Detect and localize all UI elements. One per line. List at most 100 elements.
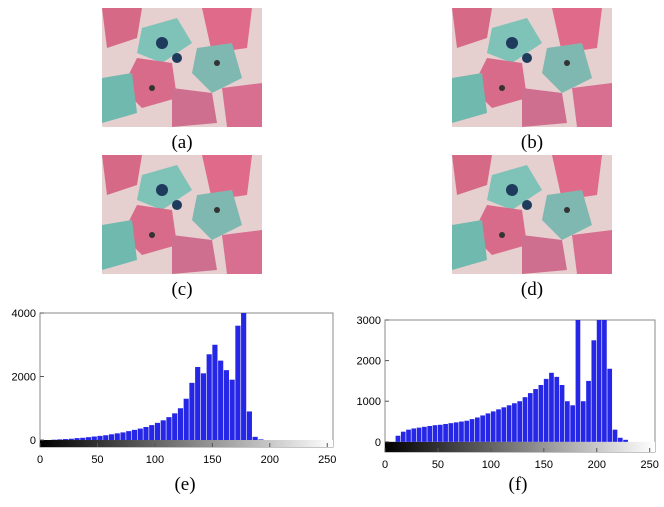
image	[452, 8, 612, 127]
x-tick-label: 0	[382, 459, 388, 471]
colorbar	[385, 441, 655, 452]
x-tick-label: 200	[261, 454, 279, 466]
x-tick-label: 200	[588, 459, 606, 471]
bar	[57, 439, 63, 441]
bar	[212, 344, 218, 441]
bar	[607, 368, 613, 442]
caption: (c)	[171, 279, 192, 300]
bar	[549, 372, 554, 442]
bar	[154, 422, 161, 441]
bar	[166, 417, 172, 441]
bar	[506, 405, 512, 442]
bar	[62, 439, 69, 441]
bar	[85, 437, 92, 441]
bar	[623, 439, 628, 442]
bar	[395, 435, 401, 442]
bar	[617, 437, 623, 442]
bar	[580, 401, 586, 442]
bar	[246, 411, 252, 441]
x-tick-label: 100	[482, 459, 500, 471]
bar	[469, 419, 475, 442]
bar	[538, 384, 544, 442]
bar	[229, 379, 235, 441]
bar	[258, 439, 264, 441]
bar	[559, 384, 565, 442]
bar	[575, 320, 581, 442]
bar	[200, 373, 207, 441]
bar	[195, 366, 201, 441]
bar	[400, 431, 406, 442]
bar	[443, 423, 448, 442]
bar	[586, 380, 591, 442]
bar	[223, 370, 229, 441]
bar	[406, 429, 411, 442]
caption: (a)	[171, 132, 192, 153]
bar	[512, 403, 517, 442]
bar	[464, 420, 470, 442]
y-tick-label: 0	[375, 437, 381, 449]
bar	[91, 436, 97, 441]
bar	[554, 376, 560, 442]
bar	[501, 407, 507, 442]
colorbar	[40, 440, 333, 447]
x-tick-label: 150	[203, 454, 221, 466]
bar	[411, 428, 417, 442]
bar	[252, 436, 258, 441]
bar	[490, 411, 496, 442]
x-tick-label: 150	[535, 459, 553, 471]
bar	[97, 435, 103, 441]
bar	[453, 422, 459, 442]
caption: (b)	[521, 132, 543, 153]
x-tick-label: 250	[318, 454, 336, 466]
bar	[68, 438, 74, 441]
bar	[120, 432, 126, 441]
bar	[591, 340, 597, 442]
image	[102, 8, 262, 127]
y-tick-label: 4000	[12, 308, 36, 320]
y-tick-label: 3000	[357, 315, 381, 327]
bar	[437, 424, 443, 442]
bar	[612, 429, 618, 442]
bar	[475, 417, 480, 442]
bar	[543, 378, 549, 442]
x-tick-label: 50	[432, 459, 444, 471]
bar	[160, 420, 166, 441]
bar	[496, 409, 501, 442]
bar	[114, 433, 120, 441]
bar	[427, 426, 433, 442]
bar	[126, 431, 132, 441]
caption: (e)	[174, 474, 195, 495]
x-tick-label: 100	[146, 454, 164, 466]
bar	[485, 413, 491, 442]
image	[102, 155, 262, 274]
bar	[570, 405, 575, 442]
x-tick-label: 250	[641, 459, 659, 471]
bar	[143, 426, 149, 441]
bar	[480, 415, 485, 442]
bar	[137, 428, 143, 441]
bar	[108, 434, 115, 441]
caption: (d)	[521, 279, 543, 300]
bar	[241, 313, 247, 441]
bar	[527, 393, 533, 442]
bar	[432, 425, 438, 442]
image	[452, 155, 612, 274]
bar	[459, 421, 464, 442]
bar	[206, 354, 212, 441]
bar	[522, 397, 528, 442]
bar	[565, 401, 570, 442]
bar	[80, 437, 86, 441]
x-tick-label: 0	[37, 454, 43, 466]
bar	[131, 429, 138, 441]
bar	[517, 401, 523, 442]
bar	[103, 435, 109, 441]
bar	[596, 320, 602, 442]
bar	[218, 360, 224, 441]
x-tick-label: 50	[91, 454, 103, 466]
y-tick-label: 2000	[357, 356, 381, 368]
bar	[235, 325, 241, 441]
bar	[177, 408, 184, 441]
caption: (f)	[509, 474, 528, 495]
bar	[172, 413, 178, 441]
